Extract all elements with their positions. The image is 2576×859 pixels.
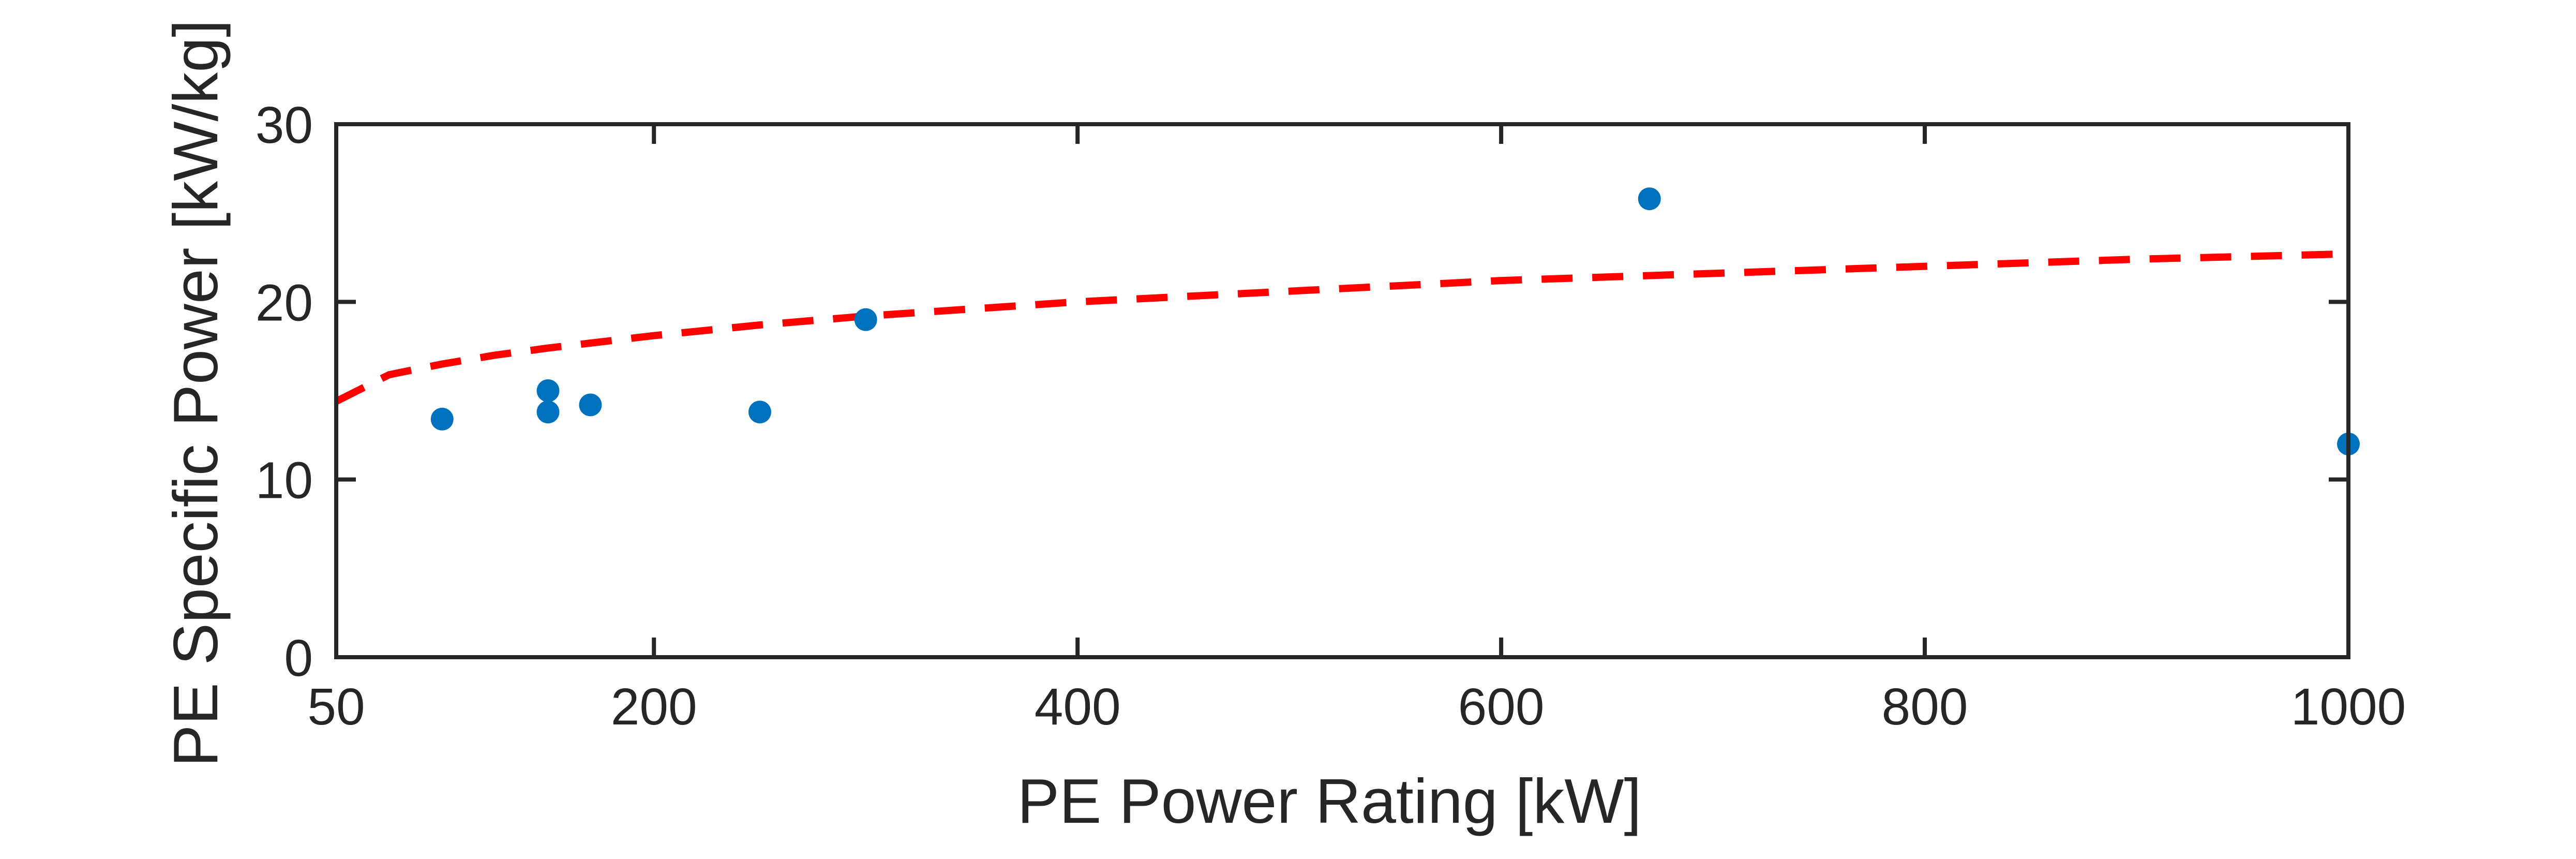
data-point-4 [579,393,602,417]
axes-box [334,122,2350,659]
x-tick-label: 50 [307,678,365,736]
x-tick-label: 800 [1882,678,1968,736]
y-tick-label: 0 [284,629,313,687]
axes: 50 200 400 600 800 1000 0 10 20 30 [256,96,2406,736]
x-tick-label: 400 [1035,678,1121,736]
data-point-7 [1638,187,1661,211]
plot-area [336,187,2360,455]
x-axis-title: PE Power Rating [kW] [1017,766,1642,836]
data-point-5 [748,401,771,424]
x-tick-label: 1000 [2291,678,2406,736]
y-tick-label: 30 [256,96,313,154]
x-tick-label: 600 [1458,678,1545,736]
data-point-2 [536,379,560,402]
data-point-6 [854,308,877,331]
data-point-1 [430,407,454,431]
y-axis-title: PE Specific Power [kW/kg] [160,20,231,767]
y-tick-label: 10 [256,452,313,510]
y-tick-label: 20 [256,274,313,332]
data-point-3 [536,401,560,424]
x-tick-label: 200 [611,678,697,736]
fit-line [336,250,2348,405]
